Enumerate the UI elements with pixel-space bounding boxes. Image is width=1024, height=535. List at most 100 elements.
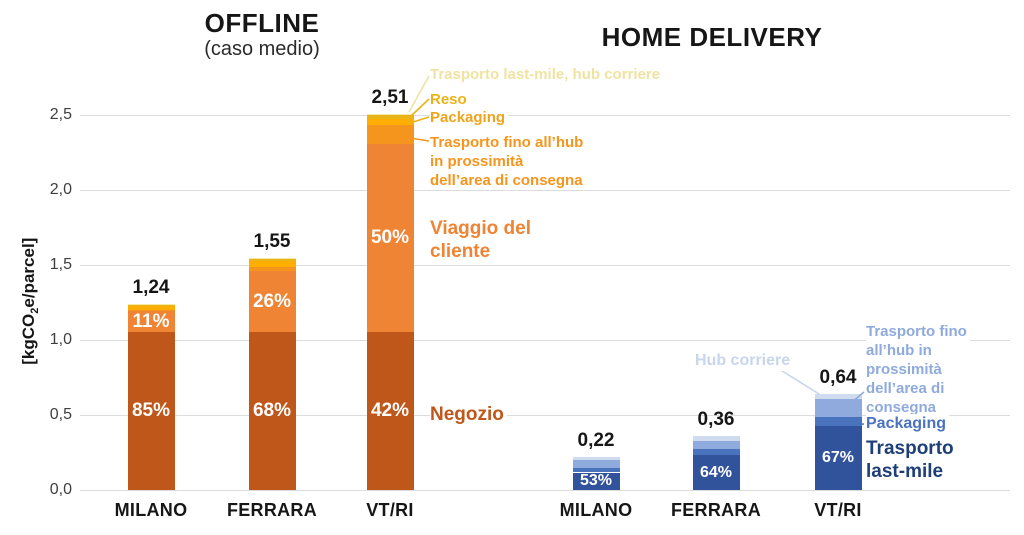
bar-segment-hub-corriere <box>572 457 620 461</box>
legend-label: Negozio <box>430 403 507 427</box>
legend-label-line: Viaggio del <box>430 217 535 241</box>
y-tick-label: 0,0 <box>49 481 72 498</box>
x-category-label: VT/RI <box>814 500 862 520</box>
bar-segment-trasporto-last-mile: 64% <box>692 455 740 490</box>
bar-segment-negozio: 42% <box>366 331 414 490</box>
gridline <box>80 190 1010 191</box>
bar-percent-label: 42% <box>370 400 410 422</box>
legend-label-line: Trasporto fino all’hub <box>430 133 587 153</box>
bar-segment-packaging <box>248 260 296 267</box>
leader-line <box>847 423 865 426</box>
bar-segment-viaggio-del-cliente: 50% <box>366 143 414 332</box>
bar-total-label: 1,55 <box>253 230 291 252</box>
bar-segment-trasporto-fino-all-hub-in-prossimit-dell-area-di-consegna <box>572 460 620 468</box>
x-category-label: VT/RI <box>366 500 414 520</box>
bar-total-label: 0,64 <box>819 367 857 388</box>
y-tick-label: 0,5 <box>49 406 72 423</box>
bar-percent-label: 67% <box>821 448 855 466</box>
legend-label: Reso <box>430 90 470 110</box>
legend-offline-packaging: Packaging <box>430 108 509 128</box>
bar-segment-trasporto-last-mile-hub-corriere <box>366 113 414 116</box>
legend-label-line: last-mile <box>866 460 947 484</box>
bar-segment-packaging <box>814 417 862 426</box>
legend-home-lastmile: Trasporto last-mile <box>866 437 957 484</box>
gridline <box>80 115 1010 116</box>
bar-segment-viaggio-del-cliente: 11% <box>127 311 175 333</box>
y-tick-label: 2,0 <box>49 181 72 198</box>
legend-label-line: Trasporto fino <box>866 322 970 342</box>
y-tick-label: 2,5 <box>49 106 72 123</box>
legend-label: Packaging <box>866 414 950 435</box>
leader-line <box>409 116 430 124</box>
bar-percent-label: 68% <box>252 400 292 422</box>
leader-line <box>409 137 430 142</box>
x-category-label: FERRARA <box>226 500 318 520</box>
offline-chart-subtitle: (caso medio) <box>204 38 320 60</box>
bar-segment-viaggio-del-cliente: 26% <box>248 271 296 332</box>
bar-segment-reso <box>248 258 296 261</box>
legend-home-packaging: Packaging <box>866 414 950 435</box>
bar-total-label: 0,36 <box>697 409 735 430</box>
bar-total-label: 0,22 <box>577 430 615 451</box>
legend-home-hub-corriere: Hub corriere <box>695 351 794 372</box>
bar-percent-label: 11% <box>132 311 170 333</box>
gridline <box>80 490 1010 491</box>
legend-offline-reso: Reso <box>430 90 470 110</box>
bar-segment-packaging <box>127 305 175 310</box>
legend-label-line: consegna <box>866 398 940 418</box>
leader-line <box>408 75 430 113</box>
legend-label-line: Trasporto <box>866 437 957 461</box>
leader-line <box>844 391 865 409</box>
bar-segment-trasporto-fino-all-hub-in-prossimit-dell-area-di-consegna <box>248 266 296 272</box>
legend-label-line: dell’area di consegna <box>430 171 586 191</box>
bar-segment-negozio: 85% <box>127 331 175 490</box>
legend-label-line: cliente <box>430 240 494 264</box>
bar-segment-packaging <box>692 448 740 456</box>
x-category-label: FERRARA <box>670 500 762 520</box>
legend-offline-lastmile-hub: Trasporto last-mile, hub corriere <box>430 65 664 85</box>
bar-segment-hub-corriere <box>814 394 862 399</box>
x-category-label: MILANO <box>559 500 633 520</box>
legend-offline-trasporto-hub: Trasporto fino all’hub in prossimità del… <box>430 133 587 191</box>
y-tick-label: 1,0 <box>49 331 72 348</box>
bar-total-label: 1,24 <box>132 277 170 298</box>
bar-segment-trasporto-fino-all-hub-in-prossimit-dell-area-di-consegna <box>366 124 414 144</box>
legend-label: Hub corriere <box>695 351 794 372</box>
bar-segment-hub-corriere <box>692 436 740 441</box>
legend-label-line: dell’area di <box>866 379 948 399</box>
leader-line <box>778 368 820 395</box>
legend-home-trasporto-hub: Trasporto fino all’hub in prossimità del… <box>866 322 970 418</box>
offline-chart-title: OFFLINE <box>204 8 320 38</box>
gridline <box>80 265 1010 266</box>
bar-percent-label: 53% <box>579 472 613 490</box>
legend-label: Trasporto last-mile, hub corriere <box>430 65 664 85</box>
bar-segment-trasporto-last-mile: 67% <box>814 425 862 490</box>
bar-segment-trasporto-last-mile-hub-corriere <box>248 257 296 259</box>
legend-label-line: prossimità <box>866 360 945 380</box>
bar-segment-reso <box>127 304 175 306</box>
legend-offline-negozio: Negozio <box>430 403 507 427</box>
bar-segment-trasporto-last-mile: 53% <box>572 472 620 490</box>
bar-percent-label: 64% <box>699 463 733 481</box>
bar-percent-label: 50% <box>370 227 410 249</box>
home-delivery-chart-title: HOME DELIVERY <box>601 22 823 52</box>
legend-label: Packaging <box>430 108 509 128</box>
gridline <box>80 415 1010 416</box>
y-tick-label: 1,5 <box>49 256 72 273</box>
gridline <box>80 340 1010 341</box>
legend-offline-viaggio: Viaggio del cliente <box>430 217 535 264</box>
bar-segment-trasporto-fino-all-hub-in-prossimit-dell-area-di-consegna <box>692 440 740 449</box>
bar-segment-negozio: 68% <box>248 331 296 490</box>
bar-segment-packaging <box>572 467 620 473</box>
bar-percent-label: 85% <box>131 400 171 422</box>
bar-total-label: 2,51 <box>371 86 409 108</box>
legend-label-line: all’hub in <box>866 341 935 361</box>
x-category-label: MILANO <box>114 500 188 520</box>
legend-label-line: in prossimità <box>430 152 527 172</box>
bar-segment-reso <box>366 115 414 120</box>
bar-percent-label: 26% <box>252 291 292 313</box>
bar-segment-packaging <box>366 119 414 125</box>
bar-segment-trasporto-fino-all-hub-in-prossimit-dell-area-di-consegna <box>127 309 175 312</box>
